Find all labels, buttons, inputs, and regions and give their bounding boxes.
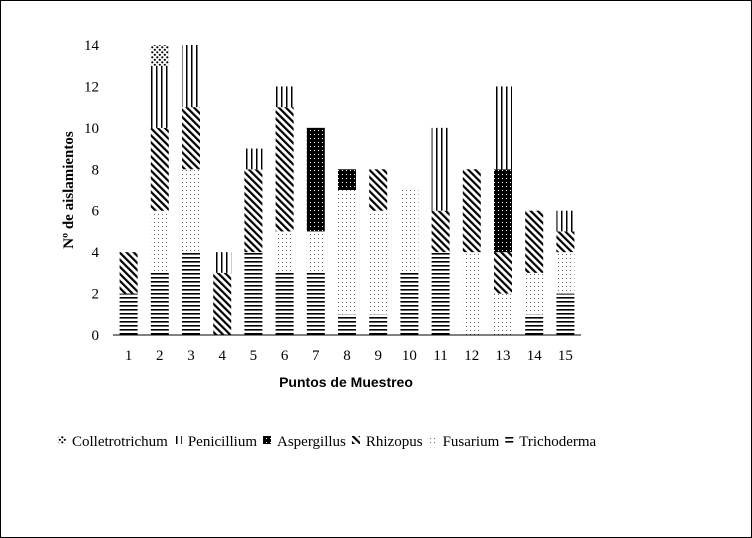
- bar-fusarium-9: [369, 210, 388, 315]
- x-tick-label-14: 14: [527, 348, 543, 364]
- bar-trichoderma-1: [119, 293, 138, 335]
- y-axis-label: Nº de aislamientos: [61, 131, 77, 249]
- bar-colletrotrichum-2: [150, 45, 169, 66]
- bar-rhizopus-12: [462, 169, 481, 253]
- x-tick-label-2: 2: [156, 348, 164, 364]
- y-tick-label-2: 2: [92, 287, 100, 303]
- x-tick-label-6: 6: [281, 348, 289, 364]
- bar-penicillium-11: [431, 127, 450, 211]
- bar-trichoderma-2: [150, 272, 169, 335]
- x-tick-label-3: 3: [187, 348, 195, 364]
- bar-penicillium-2: [150, 65, 169, 128]
- legend-label-colletrotrichum: Colletrotrichum: [72, 434, 168, 450]
- bar-fusarium-15: [556, 252, 575, 294]
- bar-penicillium-6: [275, 86, 294, 108]
- bar-rhizopus-15: [556, 231, 575, 253]
- bar-fusarium-7: [306, 231, 325, 273]
- x-tick-label-13: 13: [496, 348, 511, 364]
- bar-trichoderma-11: [431, 252, 450, 335]
- bar-fusarium-12: [462, 252, 481, 335]
- bar-trichoderma-6: [275, 272, 294, 335]
- legend-swatch-aspergillus: [263, 436, 271, 444]
- bar-penicillium-5: [244, 148, 263, 170]
- bar-trichoderma-9: [369, 314, 388, 335]
- legend-swatch-penicillium: [173, 436, 182, 444]
- y-tick-label-8: 8: [92, 162, 100, 178]
- y-tick-label-4: 4: [92, 245, 100, 261]
- bar-trichoderma-8: [338, 314, 356, 335]
- bar-fusarium-13: [494, 293, 512, 335]
- x-tick-label-7: 7: [312, 348, 320, 364]
- bar-rhizopus-6: [275, 107, 294, 232]
- legend: Colletrotrichum Penicillium Aspergillus Rhi…: [58, 434, 597, 450]
- legend-label-aspergillus: Aspergillus: [277, 434, 346, 450]
- x-tick-label-15: 15: [558, 348, 573, 364]
- bar-trichoderma-15: [556, 293, 575, 335]
- legend-label-trichoderma: Trichoderma: [519, 434, 596, 450]
- x-axis-label: Puntos de Muestreo: [279, 374, 413, 390]
- bar-rhizopus-13: [494, 252, 512, 294]
- bar-trichoderma-7: [306, 272, 325, 335]
- bar-penicillium-15: [556, 210, 575, 232]
- x-tick-label-12: 12: [464, 348, 479, 364]
- bar-aspergillus-8: [338, 169, 356, 190]
- bar-fusarium-6: [275, 231, 294, 273]
- legend-swatch-rhizopus: [351, 436, 360, 444]
- bar-rhizopus-1: [119, 252, 138, 294]
- x-tick-label-10: 10: [402, 348, 417, 364]
- bar-rhizopus-11: [431, 210, 450, 253]
- x-tick-label-8: 8: [343, 348, 351, 364]
- bar-aspergillus-7: [306, 127, 325, 232]
- legend-swatch-trichoderma: [505, 436, 514, 444]
- bar-fusarium-8: [338, 190, 356, 315]
- x-tick-label-5: 5: [250, 348, 258, 364]
- bar-penicillium-13: [494, 86, 512, 170]
- legend-label-penicillium: Penicillium: [188, 434, 257, 450]
- x-tick-label-11: 11: [433, 348, 447, 364]
- x-tick-label-4: 4: [218, 348, 226, 364]
- bar-penicillium-3: [182, 45, 200, 108]
- bar-fusarium-14: [525, 272, 544, 315]
- x-axis-tick-labels: 1 2 3 4 5 6 7 8 9 10 11 12 13 14 15: [125, 348, 573, 364]
- bar-trichoderma-5: [244, 252, 263, 335]
- legend-swatch-colletrotrichum: [58, 436, 66, 444]
- bar-rhizopus-3: [182, 107, 200, 170]
- legend-label-fusarium: Fusarium: [443, 434, 500, 450]
- x-tick-label-9: 9: [374, 348, 382, 364]
- bar-trichoderma-10: [400, 272, 419, 335]
- legend-swatch-fusarium: [428, 436, 437, 444]
- bar-fusarium-2: [150, 210, 169, 273]
- bar-rhizopus-14: [525, 210, 544, 273]
- y-tick-label-0: 0: [92, 328, 100, 344]
- bar-fusarium-10: [400, 190, 419, 273]
- bar-penicillium-4: [213, 252, 232, 273]
- bars: [119, 45, 575, 335]
- bar-trichoderma-3: [182, 252, 200, 335]
- x-tick-label-1: 1: [125, 348, 133, 364]
- bar-trichoderma-14: [525, 314, 544, 335]
- y-tick-label-14: 14: [84, 38, 100, 54]
- y-tick-label-6: 6: [92, 204, 100, 220]
- bar-rhizopus-2: [150, 127, 169, 211]
- legend-label-rhizopus: Rhizopus: [366, 434, 423, 450]
- bar-rhizopus-4: [213, 272, 232, 335]
- bar-fusarium-3: [182, 169, 200, 253]
- bar-aspergillus-13: [494, 169, 512, 253]
- bar-rhizopus-5: [244, 169, 263, 253]
- y-tick-label-12: 12: [84, 79, 99, 95]
- bar-rhizopus-9: [369, 169, 388, 211]
- y-axis-tick-labels: 0 2 4 6 8 10 12 14: [84, 38, 100, 344]
- y-tick-label-10: 10: [84, 121, 99, 137]
